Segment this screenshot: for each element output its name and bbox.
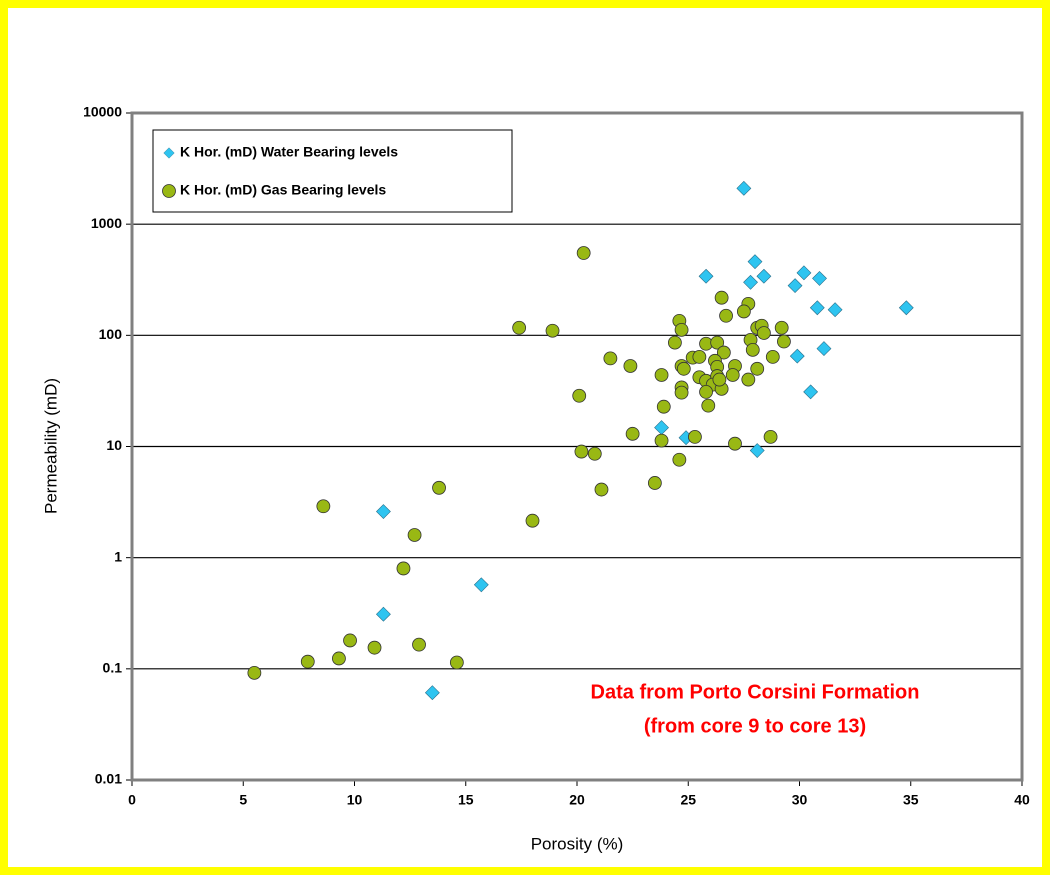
data-point: [407, 528, 422, 542]
data-point: [787, 278, 803, 294]
data-point: [574, 444, 589, 459]
data-point: [656, 399, 671, 414]
data-point: [316, 499, 331, 514]
data-point: [898, 300, 914, 316]
legend-marker: [162, 184, 176, 198]
data-point: [668, 335, 682, 350]
data-point: [809, 300, 825, 316]
data-point: [512, 320, 527, 335]
data-point: [376, 504, 391, 519]
annotation: (from core 9 to core 13): [644, 715, 866, 737]
data-point: [812, 271, 827, 286]
data-point: [692, 349, 707, 364]
data-point: [796, 265, 812, 281]
data-point: [674, 322, 689, 337]
data-point: [473, 577, 489, 593]
legend-box: [152, 129, 513, 213]
y-tick-label: 10: [106, 437, 122, 453]
data-point: [714, 290, 729, 305]
y-tick-label: 1000: [91, 215, 122, 231]
y-tick-label: 100: [99, 326, 123, 342]
data-point: [572, 388, 587, 403]
data-point: [432, 480, 446, 495]
data-point: [712, 372, 727, 387]
data-point: [747, 254, 763, 270]
x-tick-label: 5: [239, 792, 247, 808]
data-point: [701, 398, 716, 413]
data-point: [587, 446, 602, 461]
data-point: [676, 361, 691, 376]
data-point: [741, 372, 756, 387]
y-tick-label: 1: [114, 548, 122, 564]
data-point: [745, 342, 760, 357]
x-tick-label: 40: [1014, 792, 1030, 808]
data-point: [396, 561, 411, 576]
x-tick-label: 10: [347, 792, 363, 808]
legend-marker: [163, 147, 175, 159]
x-axis-label: Porosity (%): [531, 834, 624, 853]
data-point: [719, 308, 733, 323]
x-tick-label: 35: [903, 792, 919, 808]
legend-label: K Hor. (mD) Gas Bearing levels: [180, 182, 386, 198]
data-point: [525, 513, 540, 528]
legend-label: K Hor. (mD) Water Bearing levels: [180, 144, 398, 160]
data-point: [777, 334, 791, 349]
data-point: [647, 476, 662, 490]
data-point: [594, 482, 609, 497]
data-point: [545, 323, 560, 338]
data-point: [749, 443, 765, 458]
annotation: Data from Porto Corsini Formation: [591, 681, 920, 703]
data-point: [699, 384, 713, 399]
data-point: [763, 429, 778, 444]
data-point: [789, 348, 805, 364]
data-point: [625, 426, 640, 441]
y-tick-label: 10000: [83, 104, 122, 120]
x-tick-label: 15: [458, 792, 474, 808]
data-point: [412, 637, 426, 652]
data-point: [332, 651, 346, 666]
x-tick-label: 25: [680, 792, 696, 808]
data-point: [716, 345, 731, 360]
data-point: [672, 452, 687, 467]
data-point: [725, 368, 740, 382]
data-point: [424, 685, 440, 701]
y-tick-label: 0.01: [95, 771, 122, 787]
y-axis-label: Permeability (mD): [41, 378, 60, 514]
data-point: [736, 304, 751, 319]
data-point: [376, 606, 391, 622]
plot-frame: [130, 111, 1024, 782]
data-point: [654, 433, 669, 448]
x-tick-label: 0: [128, 792, 136, 808]
data-point: [367, 640, 382, 655]
data-point: [247, 665, 262, 680]
data-point: [765, 349, 780, 364]
data-point: [710, 335, 725, 350]
data-point: [449, 655, 464, 670]
x-tick-label: 20: [569, 792, 585, 808]
data-point: [750, 361, 765, 376]
data-point: [688, 429, 702, 444]
data-point: [827, 302, 843, 318]
data-point: [343, 633, 357, 648]
data-point: [816, 341, 832, 357]
data-point: [300, 654, 315, 669]
data-point: [803, 384, 819, 400]
data-point: [698, 268, 714, 284]
x-tick-label: 30: [792, 792, 808, 808]
data-point: [654, 368, 669, 382]
data-point: [736, 180, 752, 196]
data-point: [757, 326, 771, 340]
data-point: [774, 320, 789, 335]
data-point: [674, 385, 689, 400]
data-point: [623, 359, 638, 373]
data-point: [728, 436, 742, 451]
y-tick-label: 0.1: [103, 660, 123, 676]
data-point: [576, 246, 591, 260]
data-point: [743, 274, 758, 290]
data-point: [603, 351, 618, 366]
data-point: [756, 268, 772, 284]
